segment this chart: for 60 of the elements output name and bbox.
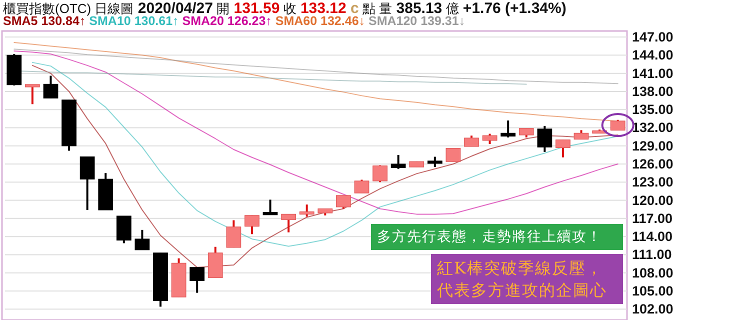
- candlestick: [281, 213, 296, 234]
- candlestick: [574, 129, 589, 140]
- text: 385.13: [392, 0, 442, 17]
- candlestick: [244, 214, 260, 236]
- text: SMA5 130.84↑: [3, 14, 86, 28]
- text: SMA60 132.46↓: [272, 14, 366, 28]
- candlestick: [556, 138, 570, 158]
- candlestick: [299, 204, 314, 218]
- y-tick-label: 120.00: [632, 192, 674, 208]
- candlestick: [43, 74, 58, 100]
- y-tick-label: 102.00: [632, 302, 674, 317]
- y-tick-label: 117.00: [632, 210, 673, 226]
- y-tick-label: 114.00: [632, 229, 673, 244]
- y-tick-label: 123.00: [632, 174, 674, 190]
- text: SMA10 130.61↑: [86, 14, 179, 28]
- y-tick-label: 132.00: [632, 120, 674, 136]
- annotation: 多方先行表態，走勢將往上續攻！: [377, 229, 602, 245]
- y-tick-label: 138.00: [632, 84, 674, 99]
- candlestick: [226, 219, 242, 248]
- text: SMA20 126.23↑: [178, 14, 272, 28]
- candlestick: [537, 124, 552, 153]
- candlestick: [25, 84, 40, 106]
- candlestick: [354, 178, 370, 194]
- candlestick: [336, 194, 351, 210]
- text: 億: [442, 1, 459, 16]
- candlestick: [610, 118, 626, 132]
- chart-subtitle: 日線圖: [91, 1, 134, 16]
- text: 開: [212, 1, 230, 16]
- y-tick-label: 111.00: [632, 247, 672, 262]
- candlestick: [80, 156, 95, 211]
- text: SMA120 139.31↓: [365, 14, 466, 28]
- candlestick: [500, 119, 516, 138]
- candlestick: [482, 132, 498, 146]
- candlestick: [134, 228, 150, 251]
- y-tick-label: 129.00: [632, 138, 674, 154]
- text: 收: [280, 1, 296, 16]
- y-tick-label: 135.00: [632, 102, 674, 118]
- candlestick: [427, 156, 442, 168]
- candlestick: [190, 266, 205, 294]
- y-tick-label: 147.00: [632, 30, 674, 45]
- text: 2020/04/27: [134, 0, 213, 17]
- text: +1.76 (+1.34%): [458, 0, 566, 17]
- chart-title: 櫃買指數(OTC): [3, 1, 92, 16]
- text: c: [346, 0, 359, 17]
- text: 量: [375, 1, 392, 16]
- y-tick-label: 126.00: [632, 156, 674, 172]
- y-tick-label: 141.00: [632, 66, 674, 81]
- candlestick: [262, 198, 278, 216]
- text: 133.12: [296, 0, 346, 17]
- text: 131.59: [230, 0, 280, 17]
- candlestick: [390, 154, 406, 170]
- y-tick-label: 105.00: [632, 283, 674, 298]
- candlestick: [518, 127, 534, 138]
- candlestick: [372, 164, 388, 184]
- candlestick: [464, 134, 479, 148]
- candlestick: [446, 147, 461, 163]
- annotation: 紅K棒突破季線反壓，代表多方進攻的企圖心: [436, 258, 607, 300]
- text: 點: [358, 1, 376, 16]
- y-tick-label: 144.00: [632, 48, 674, 63]
- y-tick-label: 108.00: [632, 265, 674, 280]
